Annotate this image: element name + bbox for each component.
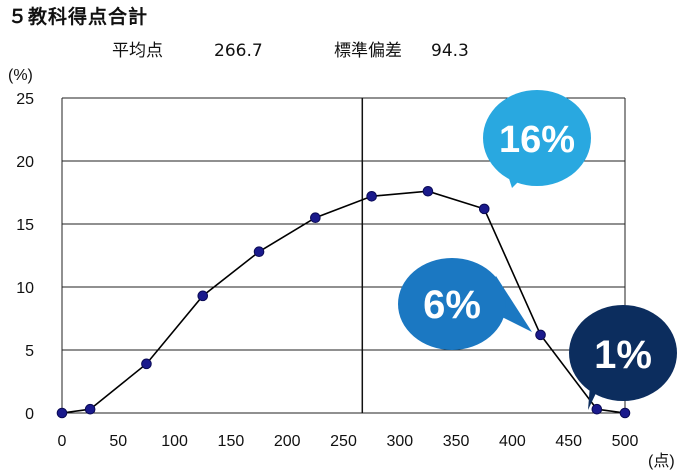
sd-label: 標準偏差 <box>334 41 402 61</box>
x-tick-label: 50 <box>109 433 127 450</box>
mean-label: 平均点 <box>112 41 163 61</box>
callout-bubble: 6% <box>398 258 532 350</box>
callout-bubble: 16% <box>483 90 591 188</box>
data-point <box>591 403 603 415</box>
callout-body <box>398 258 506 350</box>
x-tick-label: 500 <box>612 433 639 450</box>
callout-label: 6% <box>423 283 481 327</box>
x-tick-label: 0 <box>58 433 67 450</box>
x-axis-label: (点) <box>648 452 675 470</box>
data-point <box>422 185 434 197</box>
y-tick-label: 5 <box>25 343 34 360</box>
series-group <box>56 185 631 419</box>
x-tick-label: 250 <box>330 433 357 450</box>
data-point <box>84 403 96 415</box>
series-line <box>61 190 626 414</box>
x-tick-label: 100 <box>161 433 188 450</box>
data-point <box>310 212 321 223</box>
x-tick-label: 350 <box>443 433 470 450</box>
x-tick-label: 150 <box>218 433 245 450</box>
y-axis-label: (%) <box>8 67 33 84</box>
callout-body <box>483 90 591 186</box>
mean-value: 266.7 <box>214 41 263 61</box>
x-tick-label: 450 <box>555 433 582 450</box>
stats-row: 平均点 266.7 標準偏差 94.3 <box>112 36 469 61</box>
data-point <box>56 407 68 419</box>
data-point <box>366 190 377 202</box>
page-title: ５教科得点合計 <box>8 6 149 28</box>
y-tick-label: 10 <box>16 280 34 297</box>
data-point <box>141 358 152 370</box>
y-tick-label: 25 <box>16 91 34 108</box>
x-tick-label: 300 <box>386 433 413 450</box>
callout-label: 1% <box>594 333 652 377</box>
callout-bubble: 1% <box>569 305 677 410</box>
y-tick-label: 20 <box>16 154 34 171</box>
data-point <box>253 246 265 258</box>
data-point <box>619 407 631 419</box>
x-tick-label: 200 <box>274 433 301 450</box>
data-point <box>197 290 209 302</box>
data-point <box>535 329 546 341</box>
data-point <box>478 203 490 215</box>
callout-body <box>569 305 677 401</box>
x-tick-label: 400 <box>499 433 526 450</box>
y-tick-label: 15 <box>16 217 34 234</box>
y-tick-label: 0 <box>25 406 34 423</box>
callout-label: 16% <box>499 119 575 161</box>
sd-value: 94.3 <box>431 41 469 61</box>
callouts: 16% 6% 1% <box>398 90 677 410</box>
